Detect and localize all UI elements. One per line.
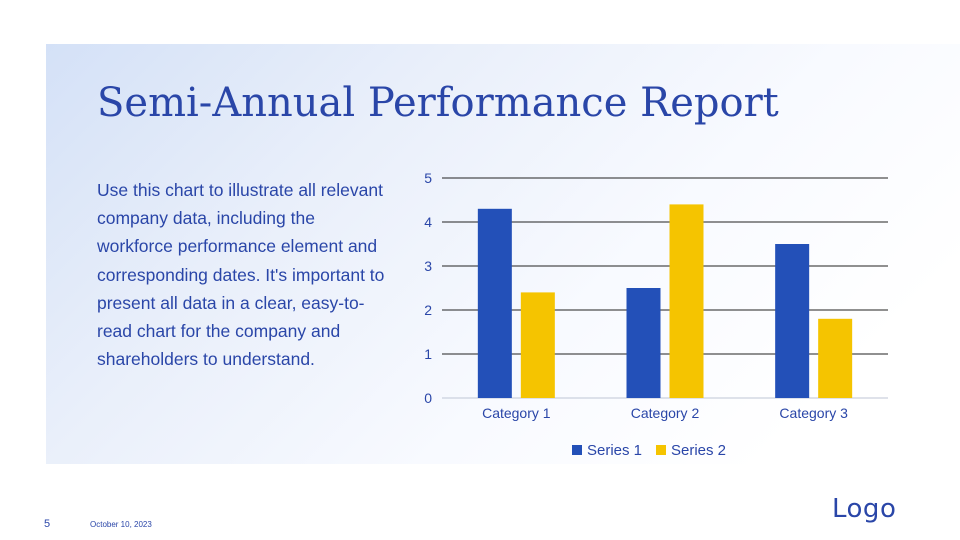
y-tick-label-4: 4 [424,214,432,230]
y-tick-label-1: 1 [424,346,432,362]
bar-chart: 0 1 2 3 4 5 Category 1 Category 2 Category 3 Seri… [410,160,900,470]
bar-series-2-category-1 [520,292,555,398]
bar-series-2-category-2 [669,204,704,398]
legend-swatch-series-1 [572,445,582,455]
bar-series-1-category-1 [477,208,512,398]
bar-series-2-category-3 [818,318,853,398]
y-tick-label-0: 0 [424,390,432,406]
x-tick-label-category-3: Category 3 [779,405,848,421]
y-tick-label-3: 3 [424,258,432,274]
slide-date: October 10, 2023 [90,520,152,529]
x-tick-label-category-2: Category 2 [631,405,700,421]
x-tick-label-category-1: Category 1 [482,405,551,421]
body-text: Use this chart to illustrate all relevan… [97,180,385,370]
legend-swatch-series-2 [656,445,666,455]
bar-series-1-category-2 [626,288,661,398]
legend-label-series-2: Series 2 [671,442,726,459]
legend-label-series-1: Series 1 [587,442,642,459]
bar-series-1-category-3 [775,244,810,398]
chart-svg: 0 1 2 3 4 5 Category 1 Category 2 Category 3 Seri… [424,170,888,459]
y-tick-label-5: 5 [424,170,432,186]
y-tick-label-2: 2 [424,302,432,318]
slide-title: Semi-Annual Performance Report [97,80,779,126]
page-number: 5 [44,518,51,530]
logo: Logo [832,494,897,524]
